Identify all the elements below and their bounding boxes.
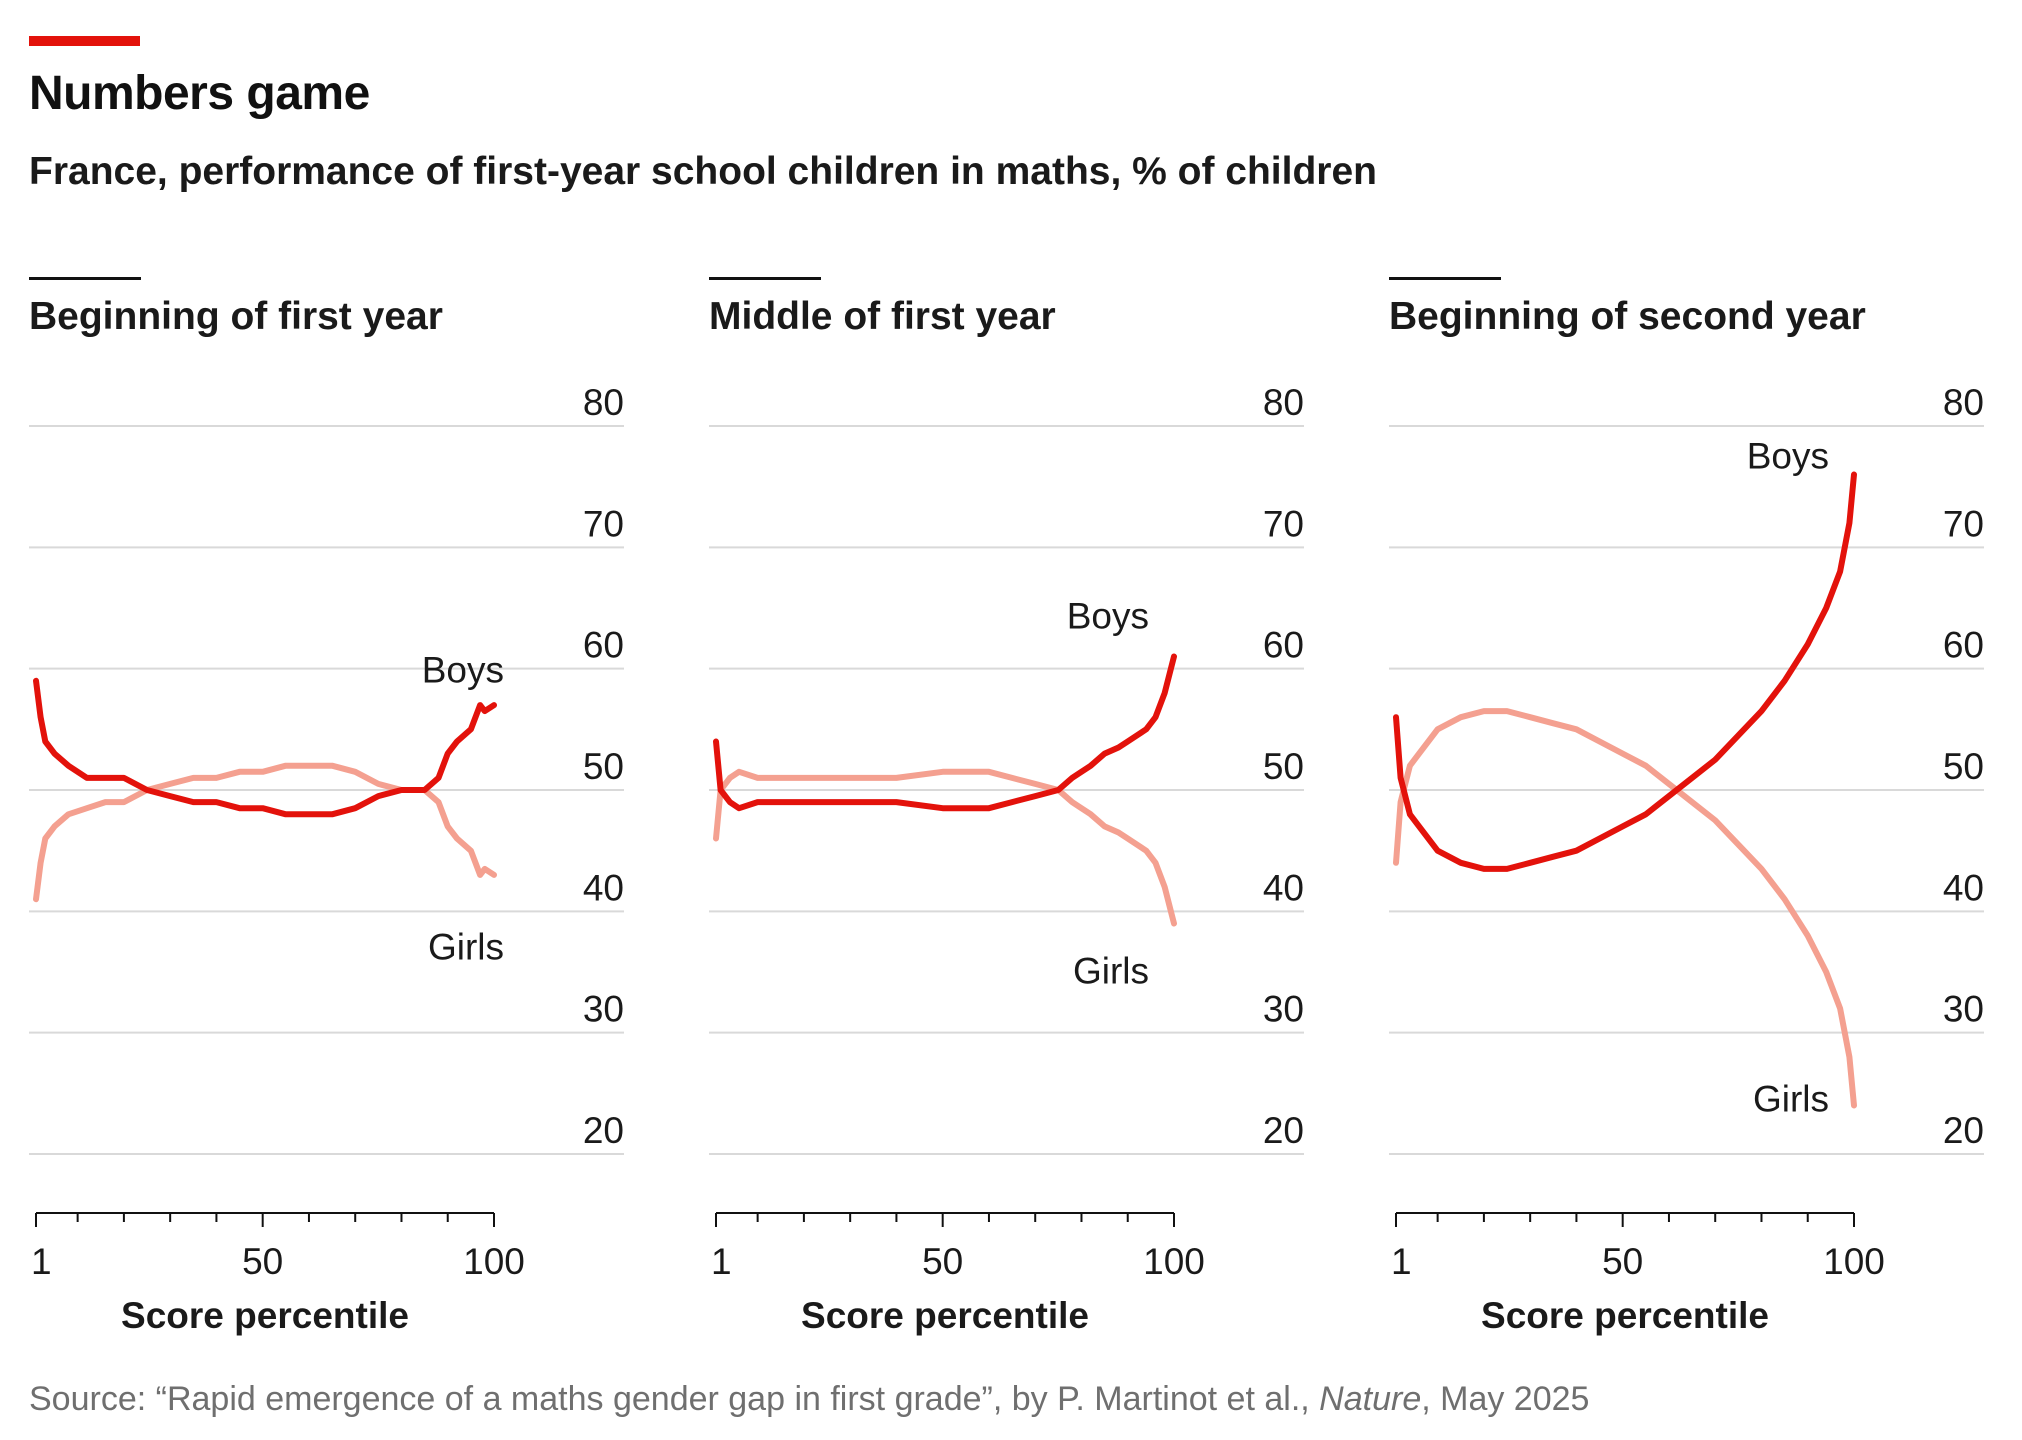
panel-3-x-tick-label: 100: [1823, 1241, 1885, 1282]
panel-1-x-tick-label: 100: [463, 1241, 525, 1282]
panel-1-label-girls: Girls: [428, 926, 504, 967]
panel-3-y-tick-label: 60: [1943, 625, 1984, 666]
panel-3-title: Beginning of second year: [1389, 295, 1866, 338]
panel-3-series-boys-line: [1393, 471, 1857, 872]
panel-1-y-tick-label: 70: [583, 503, 624, 544]
source-note: Source: “Rapid emergence of a maths gend…: [29, 1380, 1589, 1419]
panel-3-y-tick-label: 50: [1943, 746, 1984, 787]
panel-2-y-tick-label: 50: [1263, 746, 1304, 787]
panel-2-y-tick-label: 80: [1263, 382, 1304, 423]
page-title: Numbers game: [29, 67, 370, 120]
panel-2-y-tick-label: 30: [1263, 989, 1304, 1030]
panel-1-y-tick-label: 40: [583, 867, 624, 908]
panel-1-series-girls-line: [33, 762, 497, 903]
panel-1-x-tick-label: 50: [242, 1241, 283, 1282]
panel-2-x-axis-label: Score percentile: [801, 1295, 1089, 1336]
panel-3-label-girls: Girls: [1753, 1078, 1829, 1119]
source-suffix: , May 2025: [1421, 1380, 1590, 1418]
panel-3-y-tick-label: 40: [1943, 867, 1984, 908]
panel-2-x-tick-label: 100: [1143, 1241, 1205, 1282]
panel-3-y-tick-label: 70: [1943, 503, 1984, 544]
panel-1-y-tick-label: 30: [583, 989, 624, 1030]
panel-3-y-tick-label: 80: [1943, 382, 1984, 423]
panel-1-label-boys: Boys: [422, 650, 504, 691]
panel-2-series-boys-line: [713, 653, 1177, 812]
panel-3-series-girls-line: [1393, 708, 1857, 1109]
panel-3-x-tick-label: 1: [1391, 1241, 1412, 1282]
panel-1-y-tick-label: 20: [583, 1110, 624, 1151]
panel-1-y-tick-label: 60: [583, 625, 624, 666]
source-text: Source: “Rapid emergence of a maths gend…: [29, 1380, 1320, 1418]
panel-3-y-tick-label: 20: [1943, 1110, 1984, 1151]
panel-3-rule: [1389, 277, 1501, 280]
panel-1-x-axis-label: Score percentile: [121, 1295, 409, 1336]
panel-3-x-axis-label: Score percentile: [1481, 1295, 1769, 1336]
panel-2-rule: [709, 277, 821, 280]
panel-2-y-tick-label: 70: [1263, 503, 1304, 544]
page-subtitle: France, performance of first-year school…: [29, 150, 1377, 193]
panel-2-y-tick-label: 60: [1263, 625, 1304, 666]
panel-1-y-tick-label: 80: [583, 382, 624, 423]
panel-1-y-tick-label: 50: [583, 746, 624, 787]
panel-2-y-tick-label: 40: [1263, 867, 1304, 908]
source-journal: Nature: [1319, 1380, 1422, 1418]
panel-2-series-girls-line: [713, 768, 1177, 927]
panel-2-title: Middle of first year: [709, 295, 1056, 338]
brand-red-bar: [29, 36, 140, 46]
panel-1-title: Beginning of first year: [29, 295, 443, 338]
panel-2-x-tick-label: 50: [922, 1241, 963, 1282]
charts-area: 20 30 40 50 60 70 80 1 50 100 Score percentile Boys…: [29, 382, 1984, 1336]
panel-2-label-girls: Girls: [1073, 950, 1149, 991]
panel-3-x-tick-label: 50: [1602, 1241, 1643, 1282]
panel-1-series-boys-line: [33, 677, 497, 818]
panel-3-y-tick-label: 30: [1943, 989, 1984, 1030]
panel-1-rule: [29, 277, 141, 280]
panel-1-x-tick-label: 1: [31, 1241, 52, 1282]
panel-2-y-tick-label: 20: [1263, 1110, 1304, 1151]
panel-3-label-boys: Boys: [1747, 435, 1829, 476]
panel-2-x-tick-label: 1: [711, 1241, 732, 1282]
panel-2-label-boys: Boys: [1067, 596, 1149, 637]
